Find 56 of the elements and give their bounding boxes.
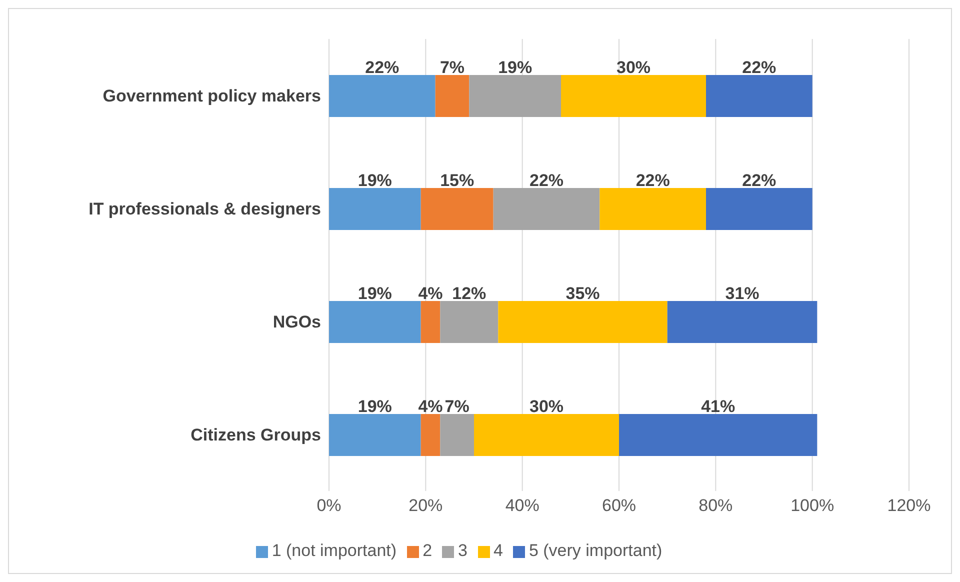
data-label: 41% [701, 397, 736, 416]
bar [435, 75, 470, 117]
x-tick-label: 20% [408, 496, 443, 516]
data-label: 4% [418, 397, 443, 416]
bar [420, 414, 440, 456]
x-tick-label: 0% [316, 496, 342, 516]
data-label: 31% [725, 284, 760, 303]
bar [706, 188, 812, 230]
x-tick-label: 40% [505, 496, 540, 516]
bar [600, 188, 706, 230]
x-tick-label: 100% [790, 496, 834, 516]
bar [329, 188, 421, 230]
data-label: 22% [365, 58, 400, 77]
bar [561, 75, 706, 117]
data-label: 7% [444, 397, 470, 416]
data-label: 7% [440, 58, 465, 77]
bar [619, 414, 818, 456]
data-label: 22% [636, 171, 670, 190]
data-label: 19% [358, 397, 392, 416]
data-label: 30% [529, 397, 564, 416]
x-tick-label: 60% [602, 496, 636, 516]
legend-label: 3 [458, 541, 468, 560]
legend-label: 4 [494, 541, 503, 560]
bar [329, 414, 421, 456]
data-label: 19% [498, 58, 532, 77]
bar [667, 301, 818, 343]
bar [329, 75, 436, 117]
bar [706, 75, 812, 117]
data-label: 12% [452, 284, 486, 303]
data-label: 4% [418, 284, 443, 303]
x-tick-label: 120% [887, 496, 931, 516]
data-label: 19% [358, 171, 392, 190]
data-label: 35% [566, 284, 600, 303]
x-tick-label: 80% [698, 496, 733, 516]
data-label: 30% [616, 58, 651, 77]
bar [474, 414, 619, 456]
legend-label: 2 [422, 541, 432, 560]
y-tick-label: Citizens Groups [190, 426, 321, 445]
data-label: 22% [742, 171, 776, 190]
y-tick-label: NGOs [272, 312, 321, 332]
legend-label: 5 (very important) [528, 541, 662, 560]
bar [469, 75, 561, 117]
bar [420, 301, 440, 343]
bar [329, 301, 421, 343]
data-label: 19% [358, 284, 392, 303]
bar [493, 188, 600, 230]
legend-label: 1 (not important) [272, 541, 397, 560]
data-label: 15% [440, 171, 474, 190]
bar [420, 188, 494, 230]
y-tick-label: Government policy makers [102, 86, 321, 106]
data-label: 22% [529, 171, 564, 190]
bar [440, 301, 498, 343]
bar [440, 414, 474, 456]
bar [498, 301, 668, 343]
y-tick-label: IT professionals & designers [88, 200, 321, 219]
data-label: 22% [742, 58, 776, 77]
